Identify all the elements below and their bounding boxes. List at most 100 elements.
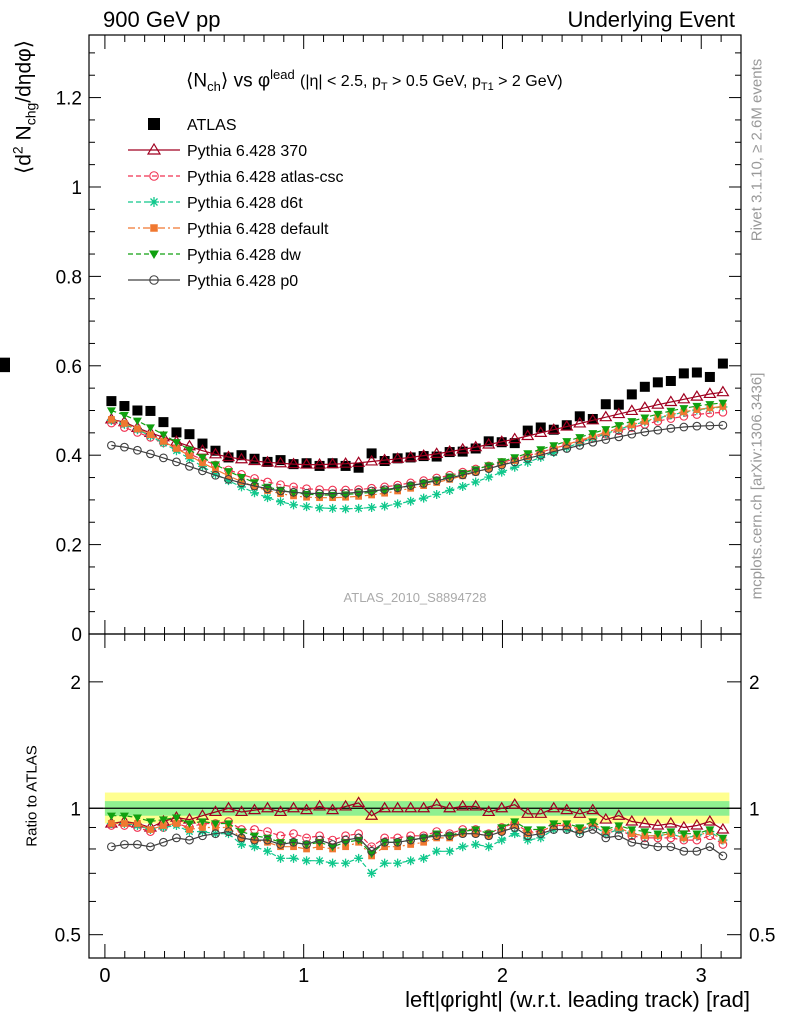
ratio-series-pythia-6-428-p0-point bbox=[458, 829, 468, 839]
series-pythia-6-428-d6t-point bbox=[432, 490, 442, 500]
series-pythia-6-428-p0-point bbox=[575, 440, 585, 450]
series-pythia-6-428-d6t-point bbox=[328, 503, 338, 513]
series-pythia-6-428-370-point bbox=[456, 442, 470, 454]
ratio-series-pythia-6-428-p0-point bbox=[354, 833, 363, 843]
ratio-y-tick-label-right: 0.5 bbox=[749, 926, 775, 947]
ratio-series-pythia-6-428-p0-point bbox=[380, 837, 390, 847]
ratio-series-pythia-6-428-d6t-point bbox=[432, 846, 442, 856]
series-atlas-point bbox=[613, 399, 624, 410]
ratio-series-pythia-6-428-d6t-point bbox=[224, 829, 234, 839]
ratio-series-pythia-6-428-dw-point bbox=[705, 826, 715, 835]
ratio-series-pythia-6-428-p0-point bbox=[107, 842, 116, 852]
series-pythia-6-428-370-point bbox=[664, 395, 678, 407]
series-pythia-6-428-dw-point bbox=[224, 468, 234, 476]
series-pythia-6-428-p0-point bbox=[705, 421, 715, 431]
ratio-series-pythia-6-428-default-point bbox=[160, 822, 167, 829]
series-pythia-6-428-p0-point bbox=[146, 449, 155, 459]
series-atlas-point bbox=[574, 411, 585, 422]
series-pythia-6-428-p0-point bbox=[666, 423, 676, 433]
ratio-series-pythia-6-428-default-point bbox=[121, 820, 128, 827]
ratio-series-pythia-6-428-d6t-point bbox=[250, 842, 260, 852]
ratio-series-pythia-6-428-dw-point bbox=[184, 820, 194, 828]
series-pythia-6-428-d6t-point bbox=[289, 500, 299, 510]
side-mcplots-label: mcplots.cern.ch [arXiv:1306.3436] bbox=[748, 372, 766, 600]
series-pythia-6-428-d6t-point bbox=[458, 481, 468, 491]
series-pythia-6-428-370-line bbox=[111, 391, 723, 466]
main-title: ⟨Nch⟩ vs φlead (|η| < 2.5, pT > 0.5 GeV,… bbox=[186, 67, 563, 94]
series-atlas-point bbox=[470, 443, 481, 454]
ratio-series-pythia-6-428-dw-point bbox=[445, 832, 455, 841]
ratio-series-pythia-6-428-370-point bbox=[599, 812, 613, 824]
series-pythia-6-428-dw-point bbox=[106, 407, 116, 415]
ratio-y-tick-label: 1 bbox=[70, 799, 81, 820]
ratio-series-pythia-6-428-p0-point bbox=[718, 851, 728, 861]
series-pythia-6-428-p0-point bbox=[588, 437, 598, 447]
series-pythia-6-428-p0-point bbox=[627, 429, 637, 439]
series-pythia-6-428-p0-point bbox=[640, 427, 650, 437]
series-pythia-6-428-370-point bbox=[352, 456, 366, 467]
series-pythia-6-428-370-point bbox=[378, 453, 392, 465]
series-pythia-6-428-dw-point bbox=[158, 431, 168, 440]
ratio-series-pythia-6-428-370-point bbox=[638, 816, 652, 828]
ratio-series-pythia-6-428-370-point bbox=[573, 807, 587, 818]
series-pythia-6-428-p0-point bbox=[185, 461, 194, 471]
ratio-series-pythia-6-428-370-point bbox=[703, 814, 717, 826]
series-pythia-6-428-p0-point bbox=[224, 474, 233, 484]
series-atlas-point bbox=[197, 438, 208, 449]
ratio-series-pythia-6-428-default-point bbox=[303, 845, 310, 853]
series-pythia-6-428-p0-point bbox=[601, 435, 611, 444]
series-atlas-point bbox=[106, 396, 117, 407]
series-atlas-point bbox=[275, 455, 286, 466]
series-atlas-point bbox=[366, 448, 377, 459]
series-pythia-6-428-dw-point bbox=[718, 399, 728, 408]
series-pythia-6-428-p0-point bbox=[497, 460, 507, 470]
series-pythia-6-428-p0-point bbox=[159, 453, 168, 463]
ratio-series-pythia-6-428-370-point bbox=[312, 799, 327, 811]
series-pythia-6-428-dw-point bbox=[484, 462, 494, 470]
ratio-series-pythia-6-428-p0-point bbox=[302, 840, 311, 849]
ratio-series-pythia-6-428-dw-point bbox=[171, 814, 181, 823]
series-pythia-6-428-370-point bbox=[326, 457, 340, 469]
series-pythia-6-428-370-point bbox=[339, 457, 353, 468]
series-pythia-6-428-d6t-point bbox=[224, 476, 234, 486]
ratio-series-pythia-6-428-p0-point bbox=[263, 835, 272, 845]
ratio-series-pythia-6-428-p0-point bbox=[575, 829, 585, 839]
series-atlas-point bbox=[639, 381, 650, 392]
ratio-series-pythia-6-428-370-point bbox=[547, 801, 561, 813]
series-pythia-6-428-d6t-point bbox=[549, 448, 559, 458]
series-pythia-6-428-p0-point bbox=[614, 432, 624, 442]
ratio-series-pythia-6-428-370-point bbox=[495, 801, 509, 813]
legend-label: Pythia 6.428 p0 bbox=[187, 273, 298, 290]
ratio-series-pythia-6-428-p0-point bbox=[315, 835, 324, 845]
title-n: ⟨N bbox=[186, 70, 208, 92]
series-pythia-6-428-370-point bbox=[443, 444, 457, 456]
series-pythia-6-428-dw-point bbox=[250, 479, 260, 487]
series-pythia-6-428-p0-point bbox=[393, 483, 403, 493]
ratio-series-pythia-6-428-370-point bbox=[234, 805, 249, 817]
series-pythia-6-428-370-point bbox=[534, 426, 548, 437]
ratio-series-pythia-6-428-dw-point bbox=[510, 818, 520, 827]
ratio-series-pythia-6-428-370-point bbox=[534, 807, 548, 818]
ylabel-c: /dηdφ⟩ bbox=[12, 40, 36, 103]
ratio-series-pythia-6-428-p0-point bbox=[484, 831, 494, 841]
series-pythia-6-428-370-point bbox=[430, 447, 444, 458]
ratio-series-pythia-6-428-p0-point bbox=[523, 831, 533, 841]
series-pythia-6-428-d6t-point bbox=[354, 503, 364, 513]
series-atlas bbox=[0, 357, 728, 473]
ratio-series-pythia-6-428-p0-point bbox=[419, 833, 429, 843]
series-atlas-point bbox=[132, 405, 143, 416]
series-pythia-6-428-default-point bbox=[199, 459, 206, 467]
series-pythia-6-428-d6t-point bbox=[406, 496, 416, 506]
ratio-series-pythia-6-428-dw-point bbox=[106, 812, 116, 821]
ratio-series-pythia-6-428-p0-point bbox=[640, 840, 650, 849]
ratio-series-pythia-6-428-370-point bbox=[664, 816, 678, 828]
series-pythia-6-428-d6t-point bbox=[367, 502, 377, 512]
main-y-tick-label: 0.8 bbox=[56, 267, 82, 288]
series-atlas-point bbox=[652, 377, 663, 388]
series-pythia-6-428-370-point bbox=[195, 444, 210, 455]
series-pythia-6-428-370-point bbox=[365, 454, 379, 466]
series-pythia-6-428-370-point bbox=[417, 448, 431, 460]
series-pythia-6-428-p0-point bbox=[562, 444, 572, 453]
ratio-series-pythia-6-428-d6t-point bbox=[497, 835, 507, 845]
